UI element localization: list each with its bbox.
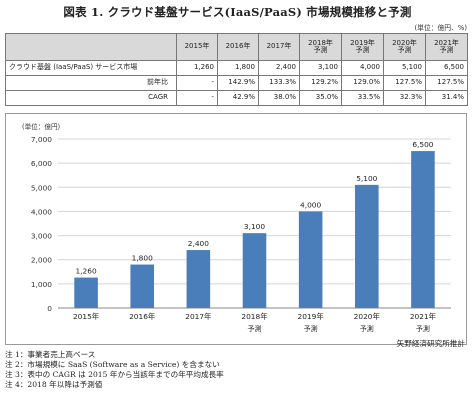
header-year: 2016年 <box>217 33 259 61</box>
table-cell: 35.0% <box>299 90 342 106</box>
x-tick-label: 2016年 <box>129 312 156 321</box>
header-forecast-tag: 予測 <box>439 46 454 54</box>
header-year-label: 2015年 <box>184 42 210 51</box>
table-cell: 42.9% <box>217 90 259 106</box>
data-label: 4,000 <box>300 200 321 209</box>
x-forecast-tag: 予測 <box>248 324 262 333</box>
row-label: CAGR <box>5 90 177 106</box>
data-label: 6,500 <box>412 140 433 149</box>
table-cell: 33.5% <box>341 90 384 106</box>
header-year-label: 2020年 <box>392 38 417 47</box>
data-label: 5,100 <box>356 174 377 183</box>
table-cell: 1,800 <box>217 60 259 76</box>
table-cell: 3,100 <box>299 60 342 76</box>
table-cell: 31.4% <box>425 90 468 106</box>
table-cell: 129.0% <box>341 75 384 91</box>
x-tick-label: 2018年 <box>241 312 268 321</box>
table-cell: 2,400 <box>258 60 300 76</box>
header-year: 2020年 予測 <box>383 33 426 61</box>
x-forecast-tag: 予測 <box>360 324 374 333</box>
data-label: 1,260 <box>75 267 96 276</box>
header-year: 2019年 予測 <box>341 33 384 61</box>
bar-chart: (単位：億円) 0 1,000 2,000 3,000 4,000 5,000 6,000 7,… <box>22 122 451 333</box>
table-cell: 1,260 <box>176 60 218 76</box>
table-cell: 142.9% <box>217 75 259 91</box>
header-year: 2021年 予測 <box>425 33 468 61</box>
header-year-label: 2018年 <box>308 38 333 47</box>
x-tick-label: 2019年 <box>298 312 325 321</box>
table-cell: - <box>176 90 218 106</box>
header-year-label: 2016年 <box>225 42 251 51</box>
note-line: 注 2：市場規模に SaaS (Software as a Service) を… <box>5 360 220 369</box>
header-year-label: 2017年 <box>266 42 292 51</box>
bar <box>298 211 323 308</box>
header-year: 2017年 <box>258 33 300 61</box>
table-cell: 5,100 <box>383 60 426 76</box>
bar <box>411 151 435 308</box>
y-tick-label: 0 <box>47 304 52 313</box>
bar <box>186 250 211 308</box>
y-unit-label: (単位：億円) <box>22 122 60 131</box>
header-year-label: 2019年 <box>350 38 375 47</box>
bar <box>74 277 98 308</box>
data-label: 3,100 <box>244 222 265 231</box>
table-cell: 6,500 <box>425 60 468 76</box>
y-tick-label: 2,000 <box>31 256 52 265</box>
table-row-yoy: 前年比 - 142.9% 133.3% 129.2% 129.0% 127.5%… <box>5 75 468 91</box>
x-forecast-tag: 予測 <box>304 324 318 333</box>
source-credit: 矢野経済研究所推計 <box>396 339 465 348</box>
x-tick-label: 2020年 <box>354 312 381 321</box>
header-year: 2018年 予測 <box>299 33 342 61</box>
row-label: クラウド基盤 (IaaS/PaaS) サービス市場 <box>5 60 177 76</box>
y-tick-label: 7,000 <box>31 135 52 144</box>
row-label: 前年比 <box>5 75 177 91</box>
note-line: 注 3：表中の CAGR は 2015 年から当該年までの年平均成長率 <box>5 370 224 379</box>
x-tick-label: 2017年 <box>185 312 212 321</box>
table-cell: 4,000 <box>341 60 384 76</box>
table-cell: 38.0% <box>258 90 300 106</box>
note-line: 注 4：2018 年以降は予測値 <box>5 380 103 389</box>
y-tick-label: 5,000 <box>31 183 52 192</box>
header-year-label: 2021年 <box>434 38 459 47</box>
table-row-cagr: CAGR - 42.9% 38.0% 35.0% 33.5% 32.3% 31.… <box>5 90 468 106</box>
figure-title: 図表 1. クラウド基盤サービス(IaaS/PaaS) 市場規模推移と予測 <box>63 5 412 19</box>
table-cell: 127.5% <box>383 75 426 91</box>
table-cell: 32.3% <box>383 90 426 106</box>
table-cell: 127.5% <box>425 75 468 91</box>
x-tick-label: 2015年 <box>73 312 100 321</box>
table-cell: - <box>176 75 218 91</box>
table-row-market: クラウド基盤 (IaaS/PaaS) サービス市場 1,260 1,800 2,… <box>5 60 468 76</box>
header-forecast-tag: 予測 <box>355 46 370 54</box>
y-tick-label: 1,000 <box>31 280 52 289</box>
bar <box>130 264 155 308</box>
x-forecast-tag: 予測 <box>416 324 430 333</box>
bar <box>354 184 379 308</box>
notes-block: 注 1：事業者売上高ベース 注 2：市場規模に SaaS (Software a… <box>5 350 224 390</box>
y-tick-label: 3,000 <box>31 232 52 241</box>
header-forecast-tag: 予測 <box>313 46 328 54</box>
y-tick-label: 4,000 <box>31 207 52 216</box>
note-line: 注 1：事業者売上高ベース <box>5 350 96 359</box>
market-table: 2015年 2016年 2017年 2018年 予測 2019年 予測 2020年予… <box>5 33 468 106</box>
y-tick-label: 6,000 <box>31 159 52 168</box>
header-corner <box>5 33 177 61</box>
header-year: 2015年 <box>176 33 218 61</box>
data-label: 2,400 <box>188 239 209 248</box>
data-label: 1,800 <box>132 254 153 263</box>
table-header-row: 2015年 2016年 2017年 2018年 予測 2019年 予測 2020年予… <box>5 33 468 61</box>
header-forecast-tag: 予測 <box>397 46 412 54</box>
table-cell: 129.2% <box>299 75 342 91</box>
bar <box>242 233 267 308</box>
table-cell: 133.3% <box>258 75 300 91</box>
x-tick-label: 2021年 <box>410 312 437 321</box>
table-unit-note: (単位：億円、%) <box>414 24 467 32</box>
chart-frame: (単位：億円) 0 1,000 2,000 3,000 4,000 5,000 6,000 7,… <box>5 113 467 345</box>
